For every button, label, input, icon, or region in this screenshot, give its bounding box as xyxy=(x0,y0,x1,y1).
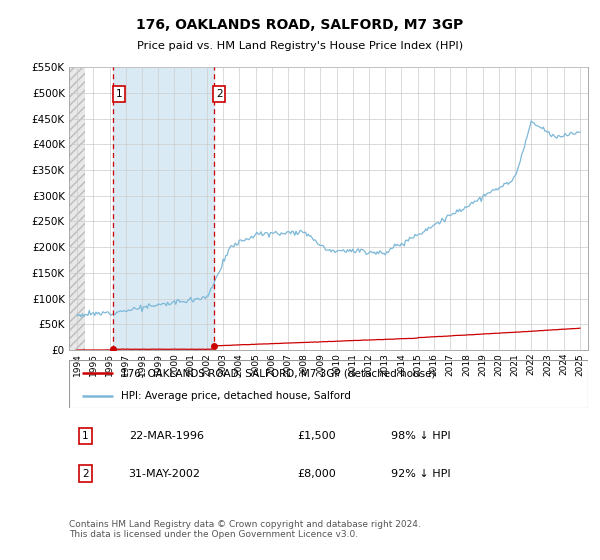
Text: 176, OAKLANDS ROAD, SALFORD, M7 3GP: 176, OAKLANDS ROAD, SALFORD, M7 3GP xyxy=(136,18,464,32)
Text: 31-MAY-2002: 31-MAY-2002 xyxy=(128,469,200,479)
Text: Contains HM Land Registry data © Crown copyright and database right 2024.
This d: Contains HM Land Registry data © Crown c… xyxy=(69,520,421,539)
Text: 92% ↓ HPI: 92% ↓ HPI xyxy=(391,469,451,479)
Text: HPI: Average price, detached house, Salford: HPI: Average price, detached house, Salf… xyxy=(121,391,351,401)
Text: 1: 1 xyxy=(82,431,89,441)
Text: 2: 2 xyxy=(82,469,89,479)
Text: 98% ↓ HPI: 98% ↓ HPI xyxy=(391,431,451,441)
Bar xyxy=(113,67,214,350)
Text: 176, OAKLANDS ROAD, SALFORD, M7 3GP (detached house): 176, OAKLANDS ROAD, SALFORD, M7 3GP (det… xyxy=(121,368,436,379)
Text: £1,500: £1,500 xyxy=(298,431,336,441)
Text: 22-MAR-1996: 22-MAR-1996 xyxy=(128,431,203,441)
Text: Price paid vs. HM Land Registry's House Price Index (HPI): Price paid vs. HM Land Registry's House … xyxy=(137,41,463,52)
Text: 1: 1 xyxy=(116,89,122,99)
Text: 2: 2 xyxy=(216,89,223,99)
Text: £8,000: £8,000 xyxy=(298,469,336,479)
